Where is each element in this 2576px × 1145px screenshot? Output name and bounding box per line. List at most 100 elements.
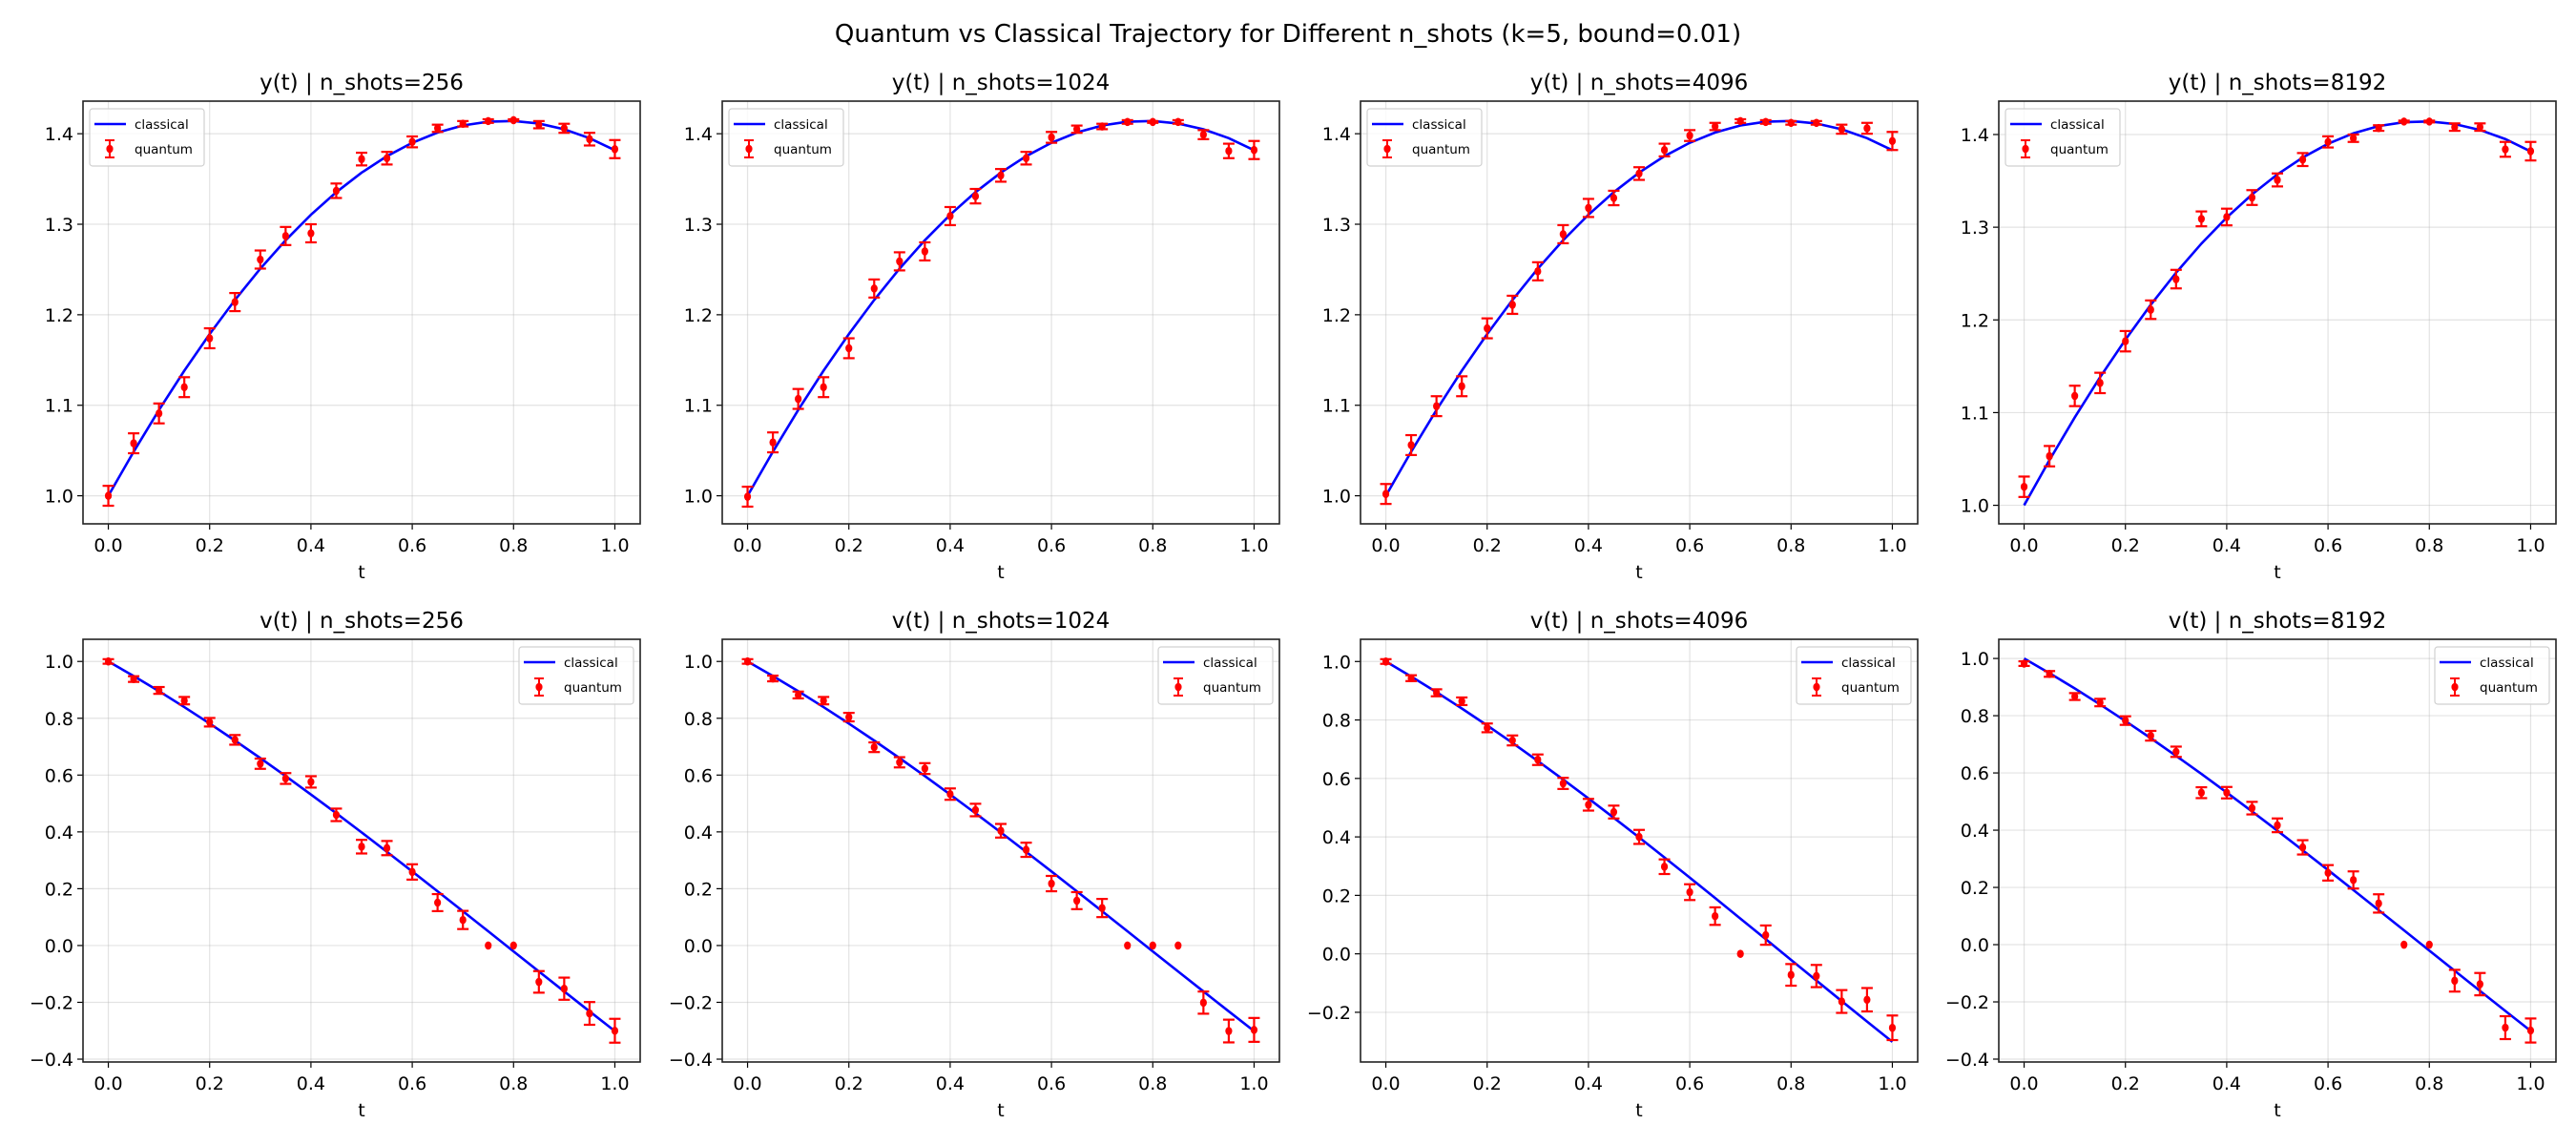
x-tick-label: 0.4	[297, 1073, 325, 1094]
y-tick-label: −0.2	[30, 992, 73, 1013]
quantum-marker	[2071, 391, 2079, 401]
legend-quantum-marker	[106, 144, 114, 154]
quantum-marker	[206, 334, 214, 343]
quantum-marker	[1149, 117, 1156, 127]
x-axis-label: t	[2274, 1100, 2280, 1121]
quantum-point	[558, 122, 571, 135]
quantum-point	[381, 840, 393, 857]
quantum-marker	[1458, 382, 1465, 391]
quantum-marker	[2375, 123, 2382, 133]
quantum-point	[1785, 118, 1797, 128]
quantum-marker	[971, 805, 980, 815]
quantum-point	[2119, 329, 2131, 353]
quantum-point	[1608, 189, 1620, 207]
y-tick-label: 1.0	[684, 487, 713, 508]
quantum-marker	[2020, 482, 2028, 491]
x-tick-label: 0.4	[297, 535, 325, 556]
quantum-point	[995, 168, 1007, 183]
x-tick-label: 0.2	[1473, 1073, 1502, 1094]
x-tick-label: 1.0	[600, 535, 629, 556]
quantum-marker	[1610, 194, 1618, 202]
quantum-marker	[535, 977, 543, 987]
quantum-marker	[1888, 1023, 1897, 1032]
subplot: y(t) | n_shots=1024 0.0 0.2 0.4 0.6 0.8 1.0 1.0…	[684, 71, 1280, 583]
quantum-marker	[332, 186, 341, 196]
y-tick-label: 0.8	[684, 709, 713, 730]
quantum-marker	[231, 298, 239, 306]
quantum-point	[2373, 123, 2385, 133]
classical-line	[107, 119, 616, 497]
quantum-marker	[307, 778, 315, 786]
quantum-point	[2296, 152, 2309, 168]
quantum-marker	[130, 439, 137, 448]
subplot-title: v(t) | n_shots=1024	[892, 609, 1110, 634]
x-tick-label: 0.8	[2415, 1073, 2443, 1094]
quantum-marker	[1508, 736, 1516, 745]
quantum-point	[792, 387, 804, 410]
subplot-title: v(t) | n_shots=8192	[2169, 609, 2386, 634]
x-tick-label: 0.2	[2111, 1073, 2140, 1094]
quantum-marker	[1073, 125, 1081, 134]
quantum-point	[2296, 839, 2309, 856]
quantum-marker	[1225, 1027, 1233, 1035]
quantum-point	[1405, 433, 1418, 457]
quantum-point	[229, 734, 241, 746]
y-tick-label: −0.4	[30, 1050, 73, 1071]
legend-classical-label: classical	[135, 117, 189, 133]
quantum-marker	[156, 408, 163, 418]
quantum-point	[741, 656, 754, 666]
subplot-title: y(t) | n_shots=256	[260, 71, 464, 95]
quantum-point	[2322, 135, 2335, 149]
subplot-title: y(t) | n_shots=8192	[2169, 71, 2386, 95]
quantum-marker	[2046, 451, 2053, 461]
subplot-title: y(t) | n_shots=4096	[1530, 71, 1748, 95]
x-tick-label: 1.0	[1239, 535, 1268, 556]
quantum-point	[485, 941, 492, 950]
y-tick-label: 1.4	[1322, 124, 1351, 145]
quantum-point	[1633, 828, 1645, 845]
subplot: y(t) | n_shots=8192 0.0 0.2 0.4 0.6 0.8 1.0 1.0…	[1961, 71, 2557, 583]
x-tick-label: 0.6	[1675, 1073, 1704, 1094]
quantum-point	[919, 761, 931, 776]
y-tick-label: 1.3	[45, 215, 73, 236]
quantum-marker	[1199, 998, 1207, 1008]
quantum-point	[2400, 940, 2408, 949]
quantum-marker	[1712, 911, 1719, 921]
quantum-point	[1506, 734, 1519, 747]
quantum-point	[1759, 117, 1772, 127]
quantum-point	[431, 123, 444, 134]
x-tick-label: 0.4	[2212, 1073, 2241, 1094]
quantum-point	[203, 717, 216, 728]
quantum-point	[1197, 129, 1210, 140]
quantum-point	[1174, 941, 1182, 950]
quantum-point	[2246, 801, 2258, 816]
quantum-point	[1430, 688, 1443, 697]
quantum-marker	[1736, 949, 1744, 958]
y-tick-label: 1.0	[45, 652, 73, 673]
quantum-marker	[1433, 688, 1441, 697]
quantum-marker	[611, 1026, 619, 1035]
quantum-point	[1886, 131, 1899, 152]
quantum-marker	[2274, 176, 2281, 184]
quantum-marker	[1250, 145, 1258, 155]
quantum-point	[1836, 989, 1848, 1014]
quantum-marker	[2324, 137, 2332, 147]
quantum-marker	[2350, 875, 2358, 885]
quantum-point	[1684, 129, 1696, 142]
x-tick-label: 0.4	[1574, 535, 1603, 556]
legend-classical-label: classical	[1412, 117, 1466, 133]
quantum-point	[842, 712, 855, 723]
quantum-point	[1222, 142, 1235, 159]
x-axis-label: t	[997, 562, 1004, 583]
quantum-point	[1709, 121, 1721, 132]
quantum-point	[229, 292, 241, 313]
y-tick-label: 1.4	[45, 124, 73, 145]
quantum-marker	[845, 713, 853, 721]
axes-frame	[1360, 638, 1919, 1063]
quantum-marker	[845, 344, 853, 353]
legend-quantum-marker	[2022, 144, 2029, 154]
quantum-marker	[383, 154, 391, 163]
quantum-point	[558, 976, 571, 1001]
x-tick-label: 0.0	[1371, 535, 1400, 556]
quantum-marker	[2324, 868, 2332, 878]
